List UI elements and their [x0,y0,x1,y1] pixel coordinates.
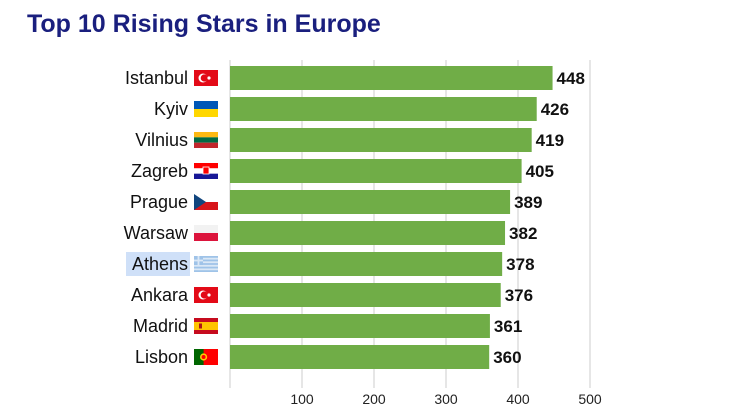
x-tick-label: 400 [506,391,530,407]
bar [230,128,532,152]
x-tick-label: 200 [362,391,386,407]
data-label: 426 [541,100,569,119]
greece-flag-icon [194,256,218,272]
chart-title: Top 10 Rising Stars in Europe [27,10,381,38]
data-label: 419 [536,131,564,150]
category-label: Madrid [133,316,188,336]
data-label: 378 [506,255,534,274]
data-label: 389 [514,193,542,212]
category-label: Kyiv [154,99,188,119]
bar [230,252,503,276]
category-label: Athens [132,254,188,274]
bar [230,190,511,214]
category-label: Prague [130,192,188,212]
bar [230,314,490,338]
turkey-flag-icon [194,287,218,303]
data-label: 360 [493,348,521,367]
x-tick-label: 100 [290,391,314,407]
data-label: 405 [526,162,554,181]
data-label: 382 [509,224,537,243]
croatia-flag-icon [194,163,218,179]
bar [230,345,490,369]
portugal-flag-icon [194,349,218,365]
czechia-flag-icon [194,194,218,210]
category-label: Lisbon [135,347,188,367]
spain-flag-icon [194,318,218,334]
lithuania-flag-icon [194,132,218,148]
bar [230,283,501,307]
poland-flag-icon [194,225,218,241]
data-label: 448 [557,69,585,88]
bar [230,66,553,90]
bar [230,221,506,245]
highlight-box [126,252,190,276]
data-label: 376 [505,286,533,305]
ukraine-flag-icon [194,101,218,117]
category-label: Vilnius [135,130,188,150]
x-tick-label: 300 [434,391,458,407]
data-label: 361 [494,317,522,336]
x-tick-label: 500 [578,391,602,407]
category-label: Zagreb [131,161,188,181]
turkey-flag-icon [194,70,218,86]
category-label: Istanbul [125,68,188,88]
bar [230,97,537,121]
category-label: Warsaw [124,223,189,243]
bar [230,159,522,183]
category-label: Ankara [131,285,189,305]
